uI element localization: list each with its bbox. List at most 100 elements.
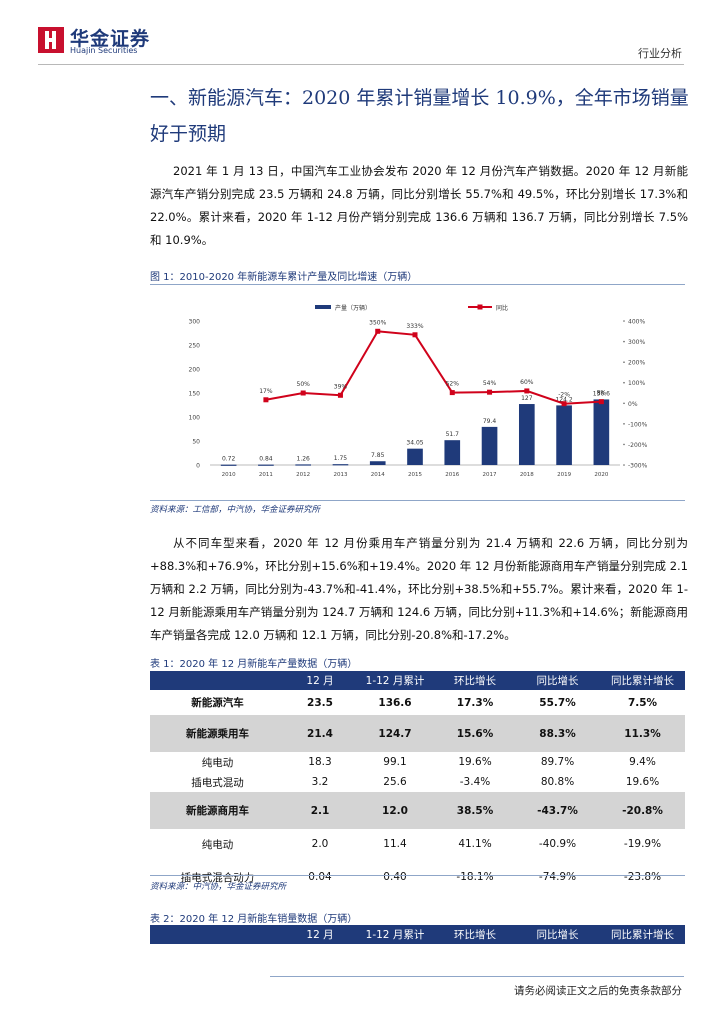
table-cell: 12.0: [355, 792, 435, 829]
header-cell: 1-12 月累计: [355, 925, 435, 944]
right-axis-tick-label: -100%: [628, 421, 648, 428]
table-cell: 17.3%: [456, 696, 494, 709]
right-axis-tick-mark: [623, 361, 625, 363]
growth-point: [561, 401, 567, 407]
table-cell: 21.4: [285, 715, 355, 752]
table-cell: -40.9%: [538, 838, 577, 850]
disclaimer-note: 请务必阅读正文之后的免责条款部分: [514, 985, 682, 997]
table-cell: 18.3: [308, 756, 332, 768]
row-label: 新能源乘用车: [150, 715, 285, 752]
growth-value-label: 52%: [446, 381, 460, 388]
table-cell: 3.2: [311, 776, 329, 788]
table-2-title: 表 2：2020 年 12 月新能车销量数据（万辆）: [150, 914, 358, 925]
growth-value-label: 17%: [259, 388, 273, 395]
table-cell: 41.1%: [458, 838, 492, 850]
table-cell: -19.9%: [623, 838, 662, 850]
header-cell: [150, 925, 285, 944]
x-axis-tick-label: 2018: [520, 472, 534, 478]
table-cell: -3.4%: [459, 776, 491, 788]
table-cell: 2.0: [311, 838, 329, 850]
growth-point: [337, 392, 343, 398]
table-cell: 2.1: [285, 792, 355, 829]
bar-value-label: 1.26: [297, 455, 311, 462]
paragraph-2: 从不同车型来看，2020 年 12 月份乘用车产销量分别为 21.4 万辆和 2…: [150, 536, 688, 642]
left-axis-tick-label: 200: [189, 367, 201, 374]
table-cell: 0.04: [308, 871, 332, 883]
table-cell: 80.8%: [540, 776, 575, 788]
brand-name-cn: 华金证券: [70, 28, 151, 50]
growth-point: [263, 397, 269, 403]
header-cell: 1-12 月累计: [355, 671, 435, 690]
table-row: 新能源商用车 2.1 12.0 38.5% -43.7% -20.8%: [150, 792, 685, 829]
growth-value-label: 50%: [297, 381, 311, 388]
right-axis-tick-label: 100%: [628, 380, 645, 387]
production-bar: [332, 464, 349, 466]
row-label: 插电式混合动力: [180, 871, 255, 884]
table-cell: 19.6%: [458, 756, 492, 768]
production-bar: [593, 399, 610, 465]
table-cell: -18.1%: [456, 871, 494, 883]
header-cell: [150, 671, 285, 690]
left-axis-tick-label: 150: [189, 391, 201, 398]
x-axis-tick-label: 2013: [333, 472, 347, 478]
table-row: 纯电动 18.3 99.1 19.6% 89.7% 9.4%: [150, 752, 685, 772]
table-header-row: 12 月 1-12 月累计 环比增长 同比增长 同比累计增长: [150, 925, 685, 944]
production-bar: [481, 426, 498, 465]
row-label: 新能源商用车: [150, 792, 285, 829]
table-1-bottom-rule: [150, 875, 685, 876]
table-cell: 7.5%: [627, 696, 658, 709]
right-axis-tick-label: 300%: [628, 339, 645, 346]
table-cell: 89.7%: [540, 756, 575, 768]
table-cell: 9.4%: [629, 756, 656, 768]
production-bar: [369, 461, 386, 465]
right-axis-tick-mark: [623, 464, 625, 466]
right-axis-tick-label: 200%: [628, 360, 645, 367]
figure-title: 图 1：2010-2020 年新能源车累计产量及同比增速（万辆）: [150, 272, 418, 283]
header-cell: 同比累计增长: [600, 671, 685, 690]
growth-point: [412, 332, 418, 338]
right-axis-tick-label: -300%: [628, 463, 648, 470]
bar-value-label: 7.85: [371, 452, 385, 459]
header-cell: 同比累计增长: [600, 925, 685, 944]
right-axis-tick-mark: [623, 402, 625, 405]
figure-top-rule: [150, 284, 685, 285]
x-axis-tick-label: 2010: [222, 472, 236, 478]
production-bar: [518, 404, 535, 465]
header-divider: [38, 64, 684, 65]
growth-value-label: 54%: [483, 380, 497, 387]
x-axis-tick-label: 2017: [483, 472, 497, 478]
growth-point: [487, 389, 493, 395]
growth-point: [598, 399, 604, 405]
table-cell: -43.7%: [515, 792, 600, 829]
row-label: 插电式混动: [191, 776, 244, 789]
right-axis-tick-label: 0%: [628, 401, 638, 408]
header-cell: 环比增长: [435, 671, 515, 690]
table-cell: 38.5%: [435, 792, 515, 829]
table-cell: 55.7%: [539, 696, 576, 709]
left-axis-tick-label: 100: [189, 415, 201, 422]
growth-value-label: 8%: [597, 390, 607, 397]
table-cell: 23.5: [307, 696, 333, 709]
growth-line: [265, 330, 602, 405]
bar-value-label: 127: [521, 395, 533, 402]
row-label: 新能源汽车: [191, 697, 244, 709]
legend-line-marker: [477, 304, 483, 310]
growth-value-label: 60%: [520, 379, 534, 386]
right-axis-tick-mark: [623, 423, 625, 425]
x-axis-tick-label: 2019: [557, 472, 571, 478]
figure-bottom-rule: [150, 500, 685, 501]
production-table: 12 月 1-12 月累计 环比增长 同比增长 同比累计增长 新能源汽车 23.…: [150, 671, 685, 895]
right-axis-tick-mark: [623, 320, 625, 322]
sales-table: 12 月 1-12 月累计 环比增长 同比增长 同比累计增长: [150, 925, 685, 944]
x-axis-tick-label: 2020: [594, 472, 608, 478]
table-cell: 11.3%: [600, 715, 685, 752]
table-cell: 25.6: [383, 776, 407, 788]
legend-bar-label: 产量（万辆）: [335, 304, 371, 312]
right-axis-tick-mark: [623, 443, 625, 446]
left-axis-tick-label: 50: [192, 439, 200, 446]
production-bar: [220, 464, 237, 466]
table-cell: -23.8%: [623, 871, 662, 883]
bar-value-label: 34.05: [406, 440, 423, 447]
header-cell: 同比增长: [515, 671, 600, 690]
row-label: 纯电动: [201, 756, 234, 769]
